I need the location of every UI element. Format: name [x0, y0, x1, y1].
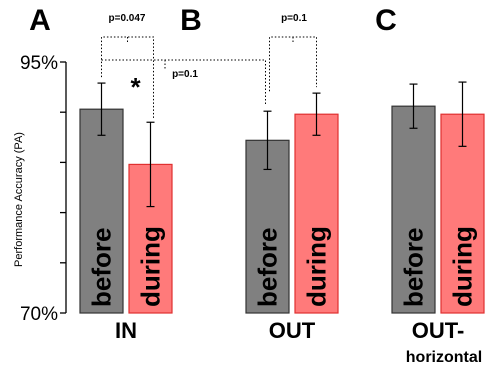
p-value-label: p=0.1 [172, 69, 198, 80]
panel-letter-b: B [180, 4, 202, 37]
significance-bracket [101, 36, 154, 120]
panel-letter-c: C [375, 4, 397, 37]
y-axis-label: Performance Accuracy (PA) [13, 132, 25, 267]
bar-label-before: before [399, 228, 429, 307]
significance-bracket [269, 36, 317, 92]
significance-asterisk: * [130, 72, 141, 102]
bar-before-2 [391, 105, 436, 314]
bar-before-0 [79, 108, 124, 314]
significance-bracket [101, 59, 266, 106]
group-label: IN [115, 318, 137, 343]
group-label: OUT [269, 318, 316, 343]
group-label: OUT- [412, 318, 465, 343]
bars-group [79, 81, 485, 314]
bar-label-before: before [87, 228, 117, 307]
bar-label-during: during [302, 226, 332, 307]
p-value-label: p=0.047 [109, 13, 146, 24]
bar-label-during: during [448, 226, 478, 307]
p-value-label: p=0.1 [281, 13, 307, 24]
y-tick-label: 95% [20, 53, 58, 74]
bar-during-2 [440, 113, 485, 314]
group-sublabel: horizontal [406, 349, 482, 366]
axes-group: 70% 95% Performance Accuracy (PA) [13, 53, 67, 325]
annotations-group: p=0.047 p=0.1 p=0.1 * [101, 13, 317, 120]
bar-label-during: during [136, 226, 166, 307]
bar-during-1 [294, 113, 339, 314]
bar-label-before: before [253, 228, 283, 307]
y-tick-label: 70% [20, 304, 58, 325]
panel-letter-a: A [29, 4, 51, 37]
